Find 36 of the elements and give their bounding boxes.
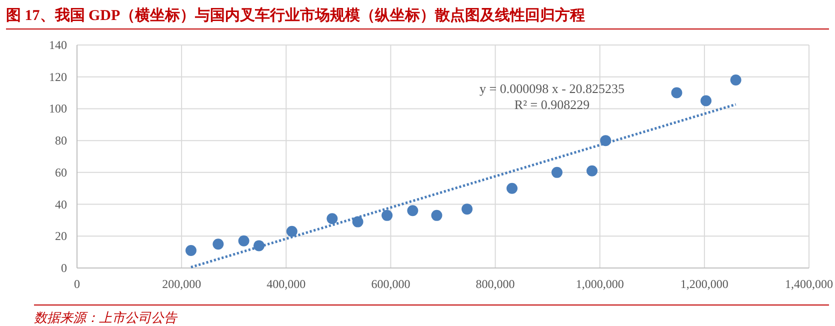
y-tick-label: 120 — [49, 70, 67, 84]
x-tick-label: 400,000 — [266, 277, 306, 291]
chart-title: 图 17、我国 GDP（横坐标）与国内叉车行业市场规模（纵坐标）散点图及线性回归方程 — [6, 6, 586, 24]
x-tick-label: 600,000 — [371, 277, 410, 291]
point — [286, 226, 298, 237]
point — [462, 204, 473, 215]
annotation: R² = 0.908229 — [514, 97, 590, 112]
point — [238, 235, 250, 246]
y-tick-label: 40 — [55, 197, 67, 212]
point — [407, 205, 418, 216]
x-tick-label: 0 — [74, 277, 80, 291]
point — [551, 166, 562, 178]
point — [326, 213, 338, 224]
y-tick-label: 20 — [55, 229, 67, 244]
x-tick-label: 1,000,000 — [576, 277, 624, 291]
x-tick-label: 200,000 — [162, 277, 202, 291]
point — [431, 210, 442, 221]
x-tick-label: 1,200,000 — [680, 277, 728, 291]
point — [382, 210, 393, 221]
source-note: 数据来源：上市公司公告 — [34, 310, 178, 325]
point — [700, 95, 712, 106]
x-tick-label: 1,400,000 — [785, 277, 833, 291]
point — [730, 74, 742, 86]
point — [185, 244, 196, 256]
point — [586, 165, 598, 176]
point — [212, 238, 224, 250]
x-tick-label: 800,000 — [476, 277, 515, 291]
point — [506, 182, 518, 194]
point — [352, 216, 364, 228]
point — [671, 87, 682, 98]
y-tick-label: 80 — [55, 134, 67, 148]
y-tick-label: 0 — [61, 261, 67, 275]
annotation: y = 0.000098 x - 20.825235 — [480, 81, 624, 96]
y-tick-label: 60 — [55, 165, 67, 180]
y-tick-label: 140 — [49, 38, 67, 52]
y-tick-label: 100 — [49, 102, 67, 116]
